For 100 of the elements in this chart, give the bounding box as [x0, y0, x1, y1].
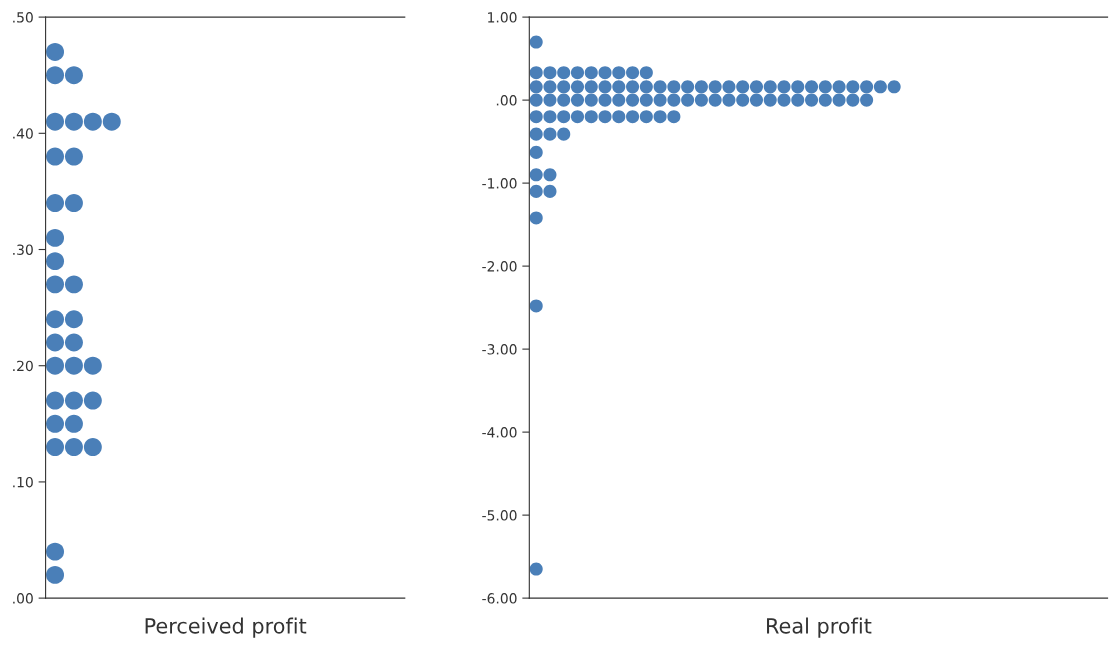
point	[557, 127, 571, 141]
point	[791, 80, 805, 94]
point	[805, 80, 819, 94]
y-tick-label: .00	[13, 593, 33, 604]
point	[83, 438, 102, 457]
point	[653, 93, 667, 107]
point	[529, 110, 543, 124]
point	[64, 356, 83, 375]
point	[612, 80, 626, 94]
point	[529, 80, 543, 94]
point	[83, 391, 102, 410]
point	[543, 127, 557, 141]
point	[626, 66, 640, 80]
point	[543, 66, 557, 80]
point	[736, 80, 750, 94]
point	[694, 93, 708, 107]
point	[570, 66, 585, 80]
point	[584, 110, 598, 124]
point	[46, 310, 65, 329]
point	[64, 66, 83, 85]
point	[818, 80, 832, 94]
point	[694, 80, 708, 94]
point	[653, 80, 667, 94]
point	[64, 147, 83, 166]
point	[64, 391, 83, 410]
point	[598, 80, 612, 94]
point	[763, 80, 777, 94]
point	[639, 66, 653, 80]
point	[653, 110, 667, 124]
point	[626, 93, 640, 107]
y-tick-label: .20	[13, 360, 33, 372]
point	[584, 80, 598, 94]
y-tick-label: -4.00	[482, 427, 517, 438]
point	[846, 80, 860, 94]
point	[529, 211, 543, 225]
point	[46, 565, 65, 584]
point	[543, 93, 557, 107]
point	[570, 80, 585, 94]
y-tick-label: .30	[13, 244, 33, 255]
point	[46, 194, 65, 213]
point	[598, 93, 612, 107]
point	[873, 80, 887, 94]
point	[46, 391, 65, 410]
point	[64, 414, 83, 433]
point	[529, 145, 543, 159]
point	[64, 194, 83, 213]
point	[777, 80, 791, 94]
point	[612, 66, 626, 80]
point	[529, 35, 543, 49]
y-tick-label: .50	[13, 12, 33, 23]
point	[543, 80, 557, 94]
y-tick-label: -6.00	[482, 593, 517, 604]
y-tick-label: -3.00	[482, 344, 517, 355]
point	[598, 66, 612, 80]
point	[612, 110, 626, 124]
point	[557, 110, 571, 124]
point	[46, 252, 65, 271]
point	[529, 66, 543, 80]
point	[570, 93, 585, 107]
point	[83, 112, 102, 131]
point	[64, 333, 83, 352]
point	[736, 93, 750, 107]
point	[529, 168, 543, 182]
point	[46, 147, 65, 166]
point	[791, 93, 805, 107]
point	[722, 80, 736, 94]
point	[887, 80, 901, 94]
point	[46, 112, 65, 131]
y-tick-label: -1.00	[482, 178, 517, 189]
point	[860, 93, 874, 107]
point	[543, 184, 557, 198]
point	[543, 110, 557, 124]
point	[832, 80, 846, 94]
point	[64, 112, 83, 131]
point	[749, 93, 764, 107]
point	[626, 110, 640, 124]
point	[64, 310, 83, 329]
point	[529, 184, 543, 198]
point	[83, 356, 102, 375]
y-tick-label: -5.00	[482, 510, 517, 521]
y-tick-label: 1.00	[488, 12, 517, 23]
point	[529, 299, 543, 313]
point	[102, 112, 121, 131]
point	[708, 80, 722, 94]
point	[46, 438, 65, 457]
point	[64, 438, 83, 457]
point	[64, 275, 83, 294]
point	[805, 93, 819, 107]
point	[667, 93, 681, 107]
point	[529, 562, 543, 576]
point	[46, 333, 65, 352]
y-tick-label: .00	[496, 95, 517, 106]
point	[46, 42, 65, 61]
point	[557, 80, 571, 94]
point	[46, 66, 65, 85]
point	[818, 93, 832, 107]
y-tick-label: -2.00	[482, 261, 517, 272]
point	[557, 66, 571, 80]
point	[570, 110, 585, 124]
point	[626, 80, 640, 94]
